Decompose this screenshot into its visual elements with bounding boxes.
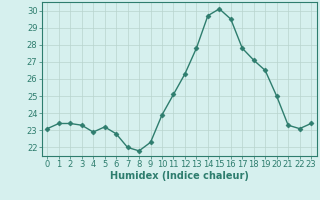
X-axis label: Humidex (Indice chaleur): Humidex (Indice chaleur)	[110, 171, 249, 181]
